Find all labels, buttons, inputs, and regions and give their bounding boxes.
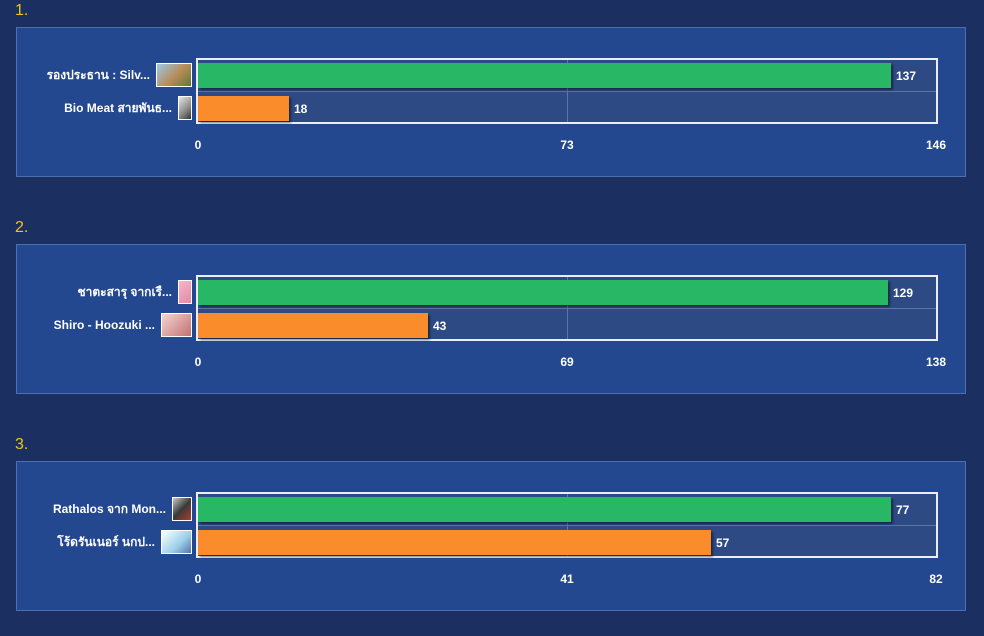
category-label: ชาตะสารุ จากเรื่... xyxy=(77,285,172,299)
tick-label: 73 xyxy=(560,138,574,152)
thumbnail-image xyxy=(178,280,192,304)
data-label: 77 xyxy=(896,503,910,517)
chart-panel: 129 43 ชาตะสารุ จากเรื่... Shiro - Hoozuki … xyxy=(16,244,966,394)
grid-line xyxy=(198,91,936,92)
chart-section: 3. 77 57 Rathalos จาก Mon... โร้ดรันเนอร์ นก… xyxy=(0,436,984,636)
bar[interactable] xyxy=(198,96,289,121)
tick-label: 146 xyxy=(925,138,947,152)
plot-area: 137 18 xyxy=(196,58,938,124)
grid-line xyxy=(198,308,936,309)
grid-line xyxy=(198,525,936,526)
tick-label: 0 xyxy=(194,572,202,586)
category-label: รองประธาน : Silv... xyxy=(46,68,150,82)
rank-label: 3. xyxy=(15,436,29,453)
bar[interactable] xyxy=(198,63,891,88)
chart-panel: 77 57 Rathalos จาก Mon... โร้ดรันเนอร์ นกป.… xyxy=(16,461,966,611)
tick-label: 138 xyxy=(925,355,947,369)
category-label: Shiro - Hoozuki ... xyxy=(53,318,155,332)
tick-label: 82 xyxy=(929,572,943,586)
category-label: โร้ดรันเนอร์ นกป... xyxy=(57,535,155,549)
rank-label: 2. xyxy=(15,219,29,236)
thumbnail-image xyxy=(172,497,192,521)
tick-label: 41 xyxy=(560,572,574,586)
data-label: 137 xyxy=(896,69,917,83)
rank-label: 1. xyxy=(15,2,29,19)
bar[interactable] xyxy=(198,280,888,305)
thumbnail-image xyxy=(178,96,192,120)
plot-area: 129 43 xyxy=(196,275,938,341)
bar[interactable] xyxy=(198,530,711,555)
tick-label: 69 xyxy=(560,355,574,369)
data-label: 57 xyxy=(716,536,730,550)
bar[interactable] xyxy=(198,313,428,338)
chart-section: 1. 137 18 รองประธาน : Silv... Bio Meat สายพั… xyxy=(0,2,984,202)
data-label: 43 xyxy=(433,319,447,333)
bar[interactable] xyxy=(198,497,891,522)
thumbnail-image xyxy=(156,63,192,87)
chart-panel: 137 18 รองประธาน : Silv... Bio Meat สายพันธ… xyxy=(16,27,966,177)
plot-area: 77 57 xyxy=(196,492,938,558)
tick-label: 0 xyxy=(194,138,202,152)
data-label: 18 xyxy=(294,102,308,116)
chart-section: 2. 129 43 ชาตะสารุ จากเรื่... Shiro - Hoozuk… xyxy=(0,219,984,419)
category-label: Rathalos จาก Mon... xyxy=(52,502,166,516)
category-label: Bio Meat สายพันธ... xyxy=(64,101,172,115)
thumbnail-image xyxy=(161,313,192,337)
tick-label: 0 xyxy=(194,355,202,369)
data-label: 129 xyxy=(893,286,914,300)
thumbnail-image xyxy=(161,530,192,554)
